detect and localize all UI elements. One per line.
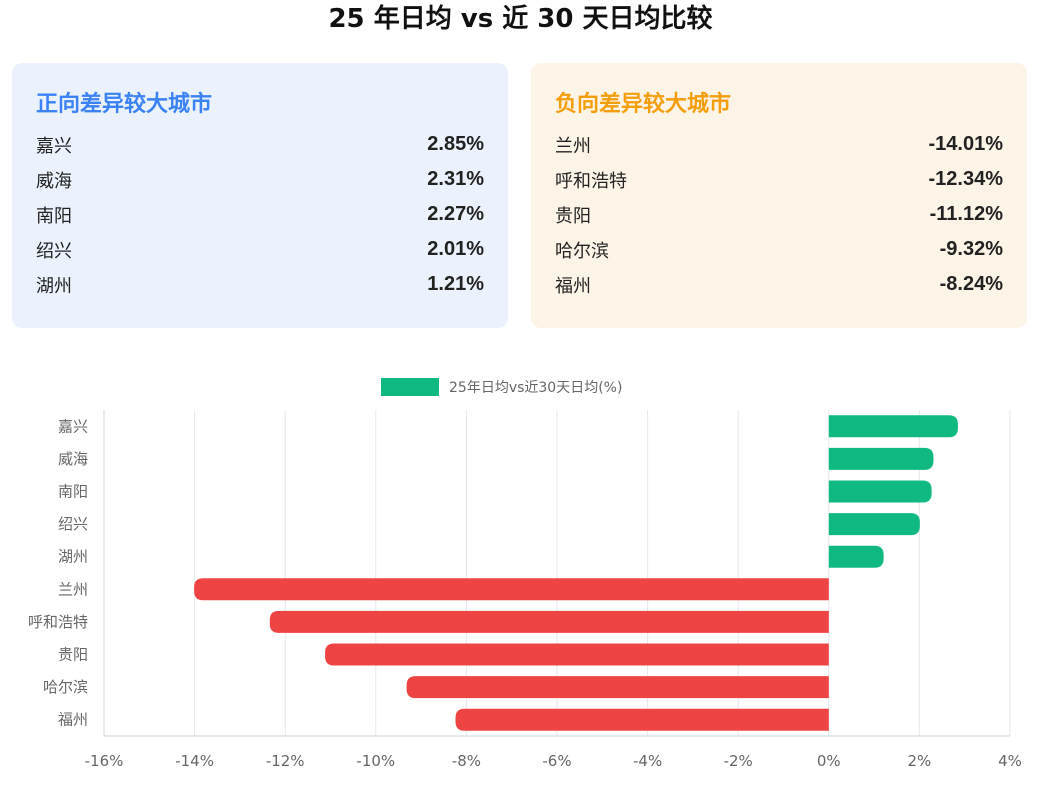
diff-value: -11.12% <box>929 203 1003 225</box>
x-tick-label: -14% <box>175 752 214 770</box>
x-tick-label: 0% <box>817 752 841 770</box>
city-name: 绍兴 <box>36 240 72 262</box>
y-tick-label: 福州 <box>58 711 88 729</box>
city-name: 哈尔滨 <box>555 240 609 262</box>
x-tick-label: -6% <box>542 752 571 770</box>
list-item: 兰州 -14.01% <box>555 127 1003 162</box>
list-item: 贵阳 -11.12% <box>555 197 1003 232</box>
city-name: 福州 <box>555 275 591 297</box>
x-tick-label: -2% <box>724 752 753 770</box>
city-name: 兰州 <box>555 135 591 157</box>
y-tick-label: 贵阳 <box>58 646 88 664</box>
x-tick-label: -10% <box>356 752 395 770</box>
list-item: 湖州 1.21% <box>36 267 484 302</box>
diff-value: 2.01% <box>427 238 484 260</box>
chart-grid <box>103 410 1011 737</box>
x-tick-label: -4% <box>633 752 662 770</box>
y-tick-label: 威海 <box>58 450 88 468</box>
city-name: 威海 <box>36 170 72 192</box>
positive-card-title: 正向差异较大城市 <box>36 92 213 117</box>
bar-哈尔滨[interactable] <box>406 676 829 699</box>
x-tick-label: -8% <box>452 752 481 770</box>
y-tick-label: 南阳 <box>58 483 88 501</box>
bar-绍兴[interactable] <box>828 513 920 536</box>
x-axis-labels: -16% -14% -12% -10% -8% -6% -4% -2% 0% 2% 4% <box>85 752 1022 770</box>
y-tick-label: 呼和浩特 <box>28 613 88 631</box>
bar-chart: 25年日均vs近30天日均(%) 嘉兴威海南阳绍兴湖州兰州呼和浩特贵阳哈尔滨福州… <box>28 378 1022 770</box>
x-tick-label: 4% <box>998 752 1022 770</box>
diff-value: 2.27% <box>427 203 484 225</box>
bar-兰州[interactable] <box>194 578 829 601</box>
list-item: 嘉兴 2.85% <box>36 127 484 162</box>
bar-贵阳[interactable] <box>325 643 829 666</box>
x-tick-label: -12% <box>266 752 305 770</box>
list-item: 南阳 2.27% <box>36 197 484 232</box>
bar-南阳[interactable] <box>828 480 932 503</box>
x-tick-label: -16% <box>85 752 124 770</box>
city-name: 湖州 <box>36 275 72 297</box>
list-item: 哈尔滨 -9.32% <box>555 232 1003 267</box>
bar-湖州[interactable] <box>828 545 884 568</box>
list-item: 福州 -8.24% <box>555 267 1003 302</box>
diff-value: -8.24% <box>939 273 1003 295</box>
list-item: 威海 2.31% <box>36 162 484 197</box>
diff-value: -12.34% <box>928 168 1004 190</box>
bar-福州[interactable] <box>455 708 829 731</box>
diff-value: -14.01% <box>928 133 1004 155</box>
page-title: 25 年日均 vs 近 30 天日均比较 <box>328 4 713 34</box>
y-tick-label: 兰州 <box>58 580 88 598</box>
bar-威海[interactable] <box>828 447 934 470</box>
positive-diff-card: 正向差异较大城市 嘉兴 2.85% 威海 2.31% 南阳 2.27% 绍兴 2… <box>12 63 508 328</box>
chart-legend[interactable]: 25年日均vs近30天日均(%) <box>381 378 622 396</box>
diff-value: -9.32% <box>939 238 1003 260</box>
list-item: 呼和浩特 -12.34% <box>555 162 1003 197</box>
negative-diff-card: 负向差异较大城市 兰州 -14.01% 呼和浩特 -12.34% 贵阳 -11.… <box>531 63 1027 328</box>
city-name: 南阳 <box>36 205 72 227</box>
city-name: 贵阳 <box>555 205 591 227</box>
bar-呼和浩特[interactable] <box>269 610 829 633</box>
diff-value: 1.21% <box>427 273 484 295</box>
y-tick-label: 哈尔滨 <box>43 678 88 696</box>
city-name: 呼和浩特 <box>555 170 627 192</box>
chart-bars <box>194 415 958 731</box>
legend-swatch <box>381 378 439 396</box>
diff-value: 2.31% <box>427 168 484 190</box>
negative-card-title: 负向差异较大城市 <box>555 92 732 117</box>
list-item: 绍兴 2.01% <box>36 232 484 267</box>
y-tick-label: 绍兴 <box>58 515 88 533</box>
y-tick-label: 嘉兴 <box>58 417 88 435</box>
x-tick-label: 2% <box>908 752 932 770</box>
diff-value: 2.85% <box>427 133 484 155</box>
bar-嘉兴[interactable] <box>828 415 958 438</box>
city-name: 嘉兴 <box>36 135 72 157</box>
legend-label: 25年日均vs近30天日均(%) <box>449 380 622 396</box>
y-tick-label: 湖州 <box>58 548 88 566</box>
